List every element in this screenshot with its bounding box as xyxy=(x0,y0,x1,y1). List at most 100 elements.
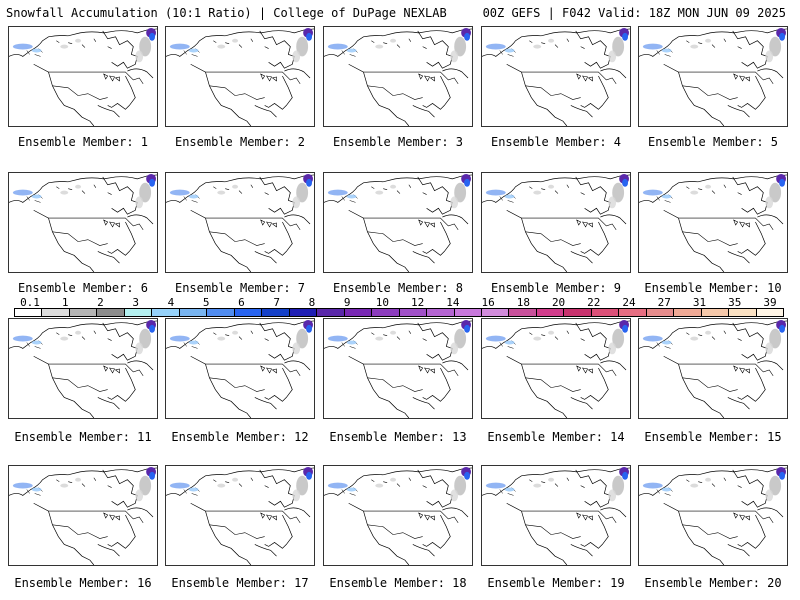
ensemble-member-map xyxy=(165,172,315,273)
colorbar-tick-label: 14 xyxy=(446,296,460,309)
ensemble-member-label: Ensemble Member: 18 xyxy=(329,576,467,590)
ensemble-member-map xyxy=(323,26,473,127)
header-left-title: Snowfall Accumulation (10:1 Ratio) | Col… xyxy=(6,6,447,20)
colorbar-swatch xyxy=(234,309,263,316)
north-america-map xyxy=(639,27,787,126)
colorbar-swatch xyxy=(69,309,98,316)
ensemble-member-map xyxy=(8,26,158,127)
ensemble-member-map xyxy=(638,465,788,566)
ensemble-member-label: Ensemble Member: 11 xyxy=(14,430,152,444)
ensemble-member-label: Ensemble Member: 13 xyxy=(329,430,467,444)
north-america-map xyxy=(324,319,472,418)
ensemble-member-label: Ensemble Member: 10 xyxy=(644,281,782,295)
ensemble-member-map xyxy=(323,318,473,419)
ensemble-member-label: Ensemble Member: 14 xyxy=(487,430,625,444)
north-america-map xyxy=(9,319,157,418)
ensemble-member-map xyxy=(481,172,631,273)
ensemble-member-map xyxy=(165,318,315,419)
ensemble-member-map xyxy=(165,465,315,566)
north-america-map xyxy=(166,319,314,418)
colorbar-swatch xyxy=(481,309,510,316)
colorbar-swatch xyxy=(427,309,455,316)
colorbar-swatch xyxy=(674,309,702,316)
ensemble-member-map xyxy=(638,26,788,127)
colorbar-tick-label: 10 xyxy=(375,296,389,309)
north-america-map xyxy=(482,466,630,565)
ensemble-member-map xyxy=(481,26,631,127)
colorbar-swatch xyxy=(372,309,400,316)
ensemble-member-map xyxy=(638,318,788,419)
ensemble-member-label: Ensemble Member: 1 xyxy=(17,135,149,149)
colorbar-tick-label: 24 xyxy=(622,296,636,309)
colorbar-tick-label: 22 xyxy=(587,296,601,309)
colorbar-swatch xyxy=(344,309,373,316)
ensemble-member-map xyxy=(8,172,158,273)
colorbar-tick-label: 35 xyxy=(728,296,742,309)
colorbar-swatch xyxy=(179,309,208,316)
colorbar-swatch xyxy=(207,309,235,316)
north-america-map xyxy=(324,27,472,126)
north-america-map xyxy=(639,466,787,565)
colorbar-swatch xyxy=(454,309,482,316)
north-america-map xyxy=(9,173,157,272)
ensemble-member-map xyxy=(323,465,473,566)
north-america-map xyxy=(9,466,157,565)
ensemble-member-label: Ensemble Member: 8 xyxy=(332,281,464,295)
colorbar-swatch xyxy=(756,309,784,316)
north-america-map xyxy=(166,466,314,565)
colorbar-tick-label: 12 xyxy=(410,296,425,309)
colorbar-tick-label: 7 xyxy=(273,296,280,309)
colorbar-tick-label: 31 xyxy=(692,296,707,309)
north-america-map xyxy=(9,27,157,126)
colorbar-swatch xyxy=(317,309,345,316)
colorbar-swatch xyxy=(97,309,125,316)
north-america-map xyxy=(324,173,472,272)
colorbar-swatch xyxy=(289,309,318,316)
colorbar-tick-label: 3 xyxy=(132,296,140,309)
colorbar xyxy=(14,308,784,317)
ensemble-member-map xyxy=(323,172,473,273)
north-america-map xyxy=(639,173,787,272)
colorbar-tick-label: 39 xyxy=(763,296,777,309)
colorbar-swatch xyxy=(646,309,675,316)
colorbar-tick-label: 27 xyxy=(657,296,671,309)
north-america-map xyxy=(639,319,787,418)
colorbar-tick-label: 18 xyxy=(516,296,530,309)
colorbar-tick-label: 20 xyxy=(551,296,566,309)
north-america-map xyxy=(482,27,630,126)
ensemble-member-label: Ensemble Member: 9 xyxy=(490,281,622,295)
ensemble-member-map xyxy=(8,465,158,566)
ensemble-member-label: Ensemble Member: 17 xyxy=(171,576,309,590)
ensemble-member-map xyxy=(638,172,788,273)
colorbar-swatch xyxy=(564,309,592,316)
ensemble-member-label: Ensemble Member: 20 xyxy=(644,576,782,590)
colorbar-tick-label: 5 xyxy=(202,296,210,309)
colorbar-swatch xyxy=(399,309,428,316)
colorbar-tick-label: 0.1 xyxy=(20,296,40,309)
colorbar-tick-label: 8 xyxy=(308,296,316,309)
ensemble-member-label: Ensemble Member: 7 xyxy=(174,281,306,295)
ensemble-member-label: Ensemble Member: 2 xyxy=(174,135,306,149)
ensemble-member-label: Ensemble Member: 19 xyxy=(487,576,625,590)
colorbar-swatch xyxy=(619,309,647,316)
north-america-map xyxy=(166,173,314,272)
north-america-map xyxy=(482,173,630,272)
colorbar-swatch xyxy=(591,309,620,316)
ensemble-member-label: Ensemble Member: 16 xyxy=(14,576,152,590)
ensemble-member-label: Ensemble Member: 15 xyxy=(644,430,782,444)
ensemble-member-map xyxy=(8,318,158,419)
ensemble-member-label: Ensemble Member: 5 xyxy=(647,135,779,149)
colorbar-swatch xyxy=(124,309,153,316)
header-right-title: 00Z GEFS | F042 Valid: 18Z MON JUN 09 20… xyxy=(482,6,786,20)
colorbar-swatch xyxy=(701,309,730,316)
ensemble-member-map xyxy=(165,26,315,127)
colorbar-swatch xyxy=(536,309,565,316)
north-america-map xyxy=(166,27,314,126)
colorbar-tick-label: 6 xyxy=(238,296,245,309)
colorbar-tick-label: 9 xyxy=(343,296,351,309)
ensemble-member-map xyxy=(481,318,631,419)
colorbar-swatch xyxy=(509,309,537,316)
ensemble-member-label: Ensemble Member: 12 xyxy=(171,430,309,444)
ensemble-member-label: Ensemble Member: 4 xyxy=(490,135,622,149)
colorbar-tick-label: 2 xyxy=(97,296,104,309)
